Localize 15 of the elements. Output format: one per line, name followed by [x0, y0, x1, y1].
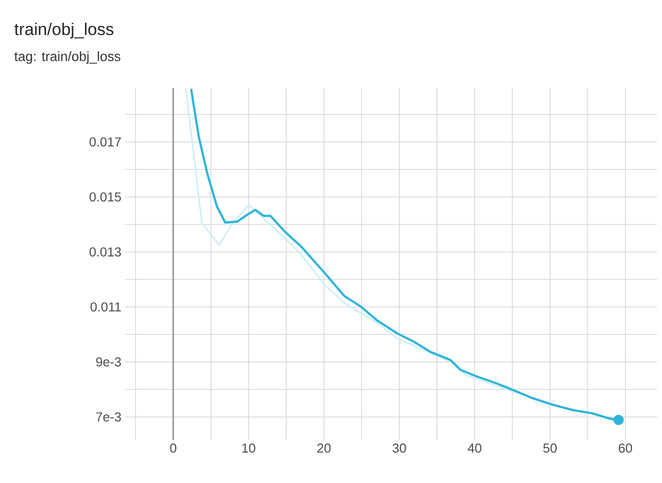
x-tick-label: 0 — [170, 444, 176, 453]
chart-title: train/obj_loss — [14, 22, 114, 39]
x-tick-label: 50 — [543, 444, 557, 453]
x-tick-label: 40 — [468, 444, 482, 453]
y-tick-label: 9e-3 — [96, 357, 121, 366]
x-tick-label: 60 — [618, 444, 632, 453]
y-tick-label: 0.015 — [90, 192, 121, 202]
y-tick-label: 0.017 — [90, 137, 121, 146]
y-tick-label: 0.011 — [90, 302, 121, 312]
x-tick-label: 10 — [242, 444, 256, 453]
chart-subtitle: tag: train/obj_loss — [14, 51, 120, 64]
y-tick-label: 0.013 — [90, 247, 121, 256]
y-tick-label: 7e-3 — [96, 412, 121, 422]
x-tick-label: 20 — [317, 444, 331, 453]
x-tick-label: 30 — [392, 444, 406, 453]
